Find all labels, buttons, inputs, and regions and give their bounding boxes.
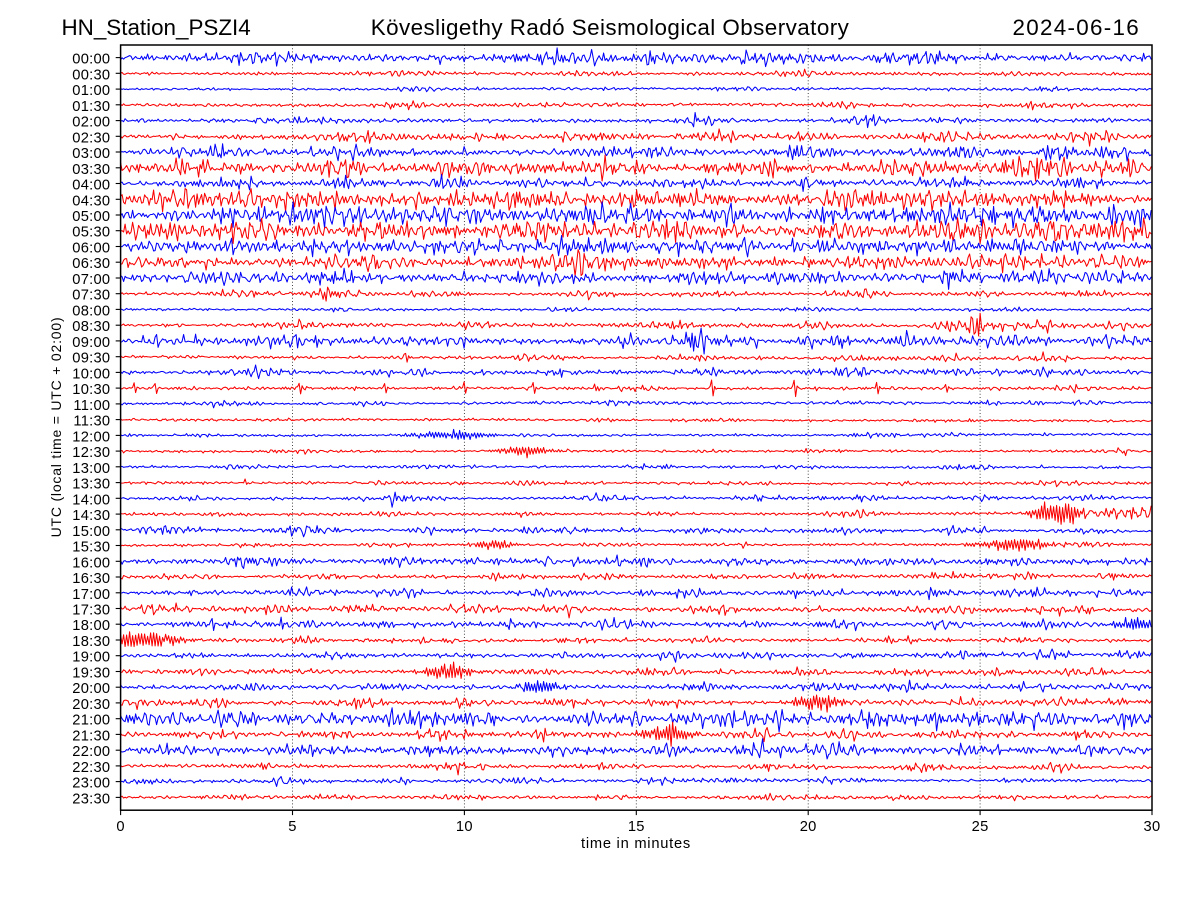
svg-text:12:30: 12:30 — [72, 445, 110, 461]
svg-text:0: 0 — [116, 819, 124, 835]
svg-text:UTC (local time = UTC + 02:00): UTC (local time = UTC + 02:00) — [48, 317, 64, 538]
svg-text:Kövesligethy Radó Seismologica: Kövesligethy Radó Seismological Observat… — [371, 15, 850, 40]
svg-text:10: 10 — [456, 819, 473, 835]
svg-text:07:30: 07:30 — [72, 288, 110, 304]
svg-text:16:00: 16:00 — [72, 555, 110, 571]
svg-text:01:00: 01:00 — [72, 83, 110, 99]
svg-text:30: 30 — [1144, 819, 1161, 835]
svg-text:17:00: 17:00 — [72, 587, 110, 603]
svg-text:20: 20 — [800, 819, 817, 835]
svg-text:5: 5 — [288, 819, 296, 835]
svg-text:22:30: 22:30 — [72, 760, 110, 776]
svg-text:14:30: 14:30 — [72, 508, 110, 524]
svg-text:13:00: 13:00 — [72, 461, 110, 477]
svg-text:12:00: 12:00 — [72, 429, 110, 445]
svg-text:20:30: 20:30 — [72, 697, 110, 713]
svg-text:03:00: 03:00 — [72, 146, 110, 162]
svg-text:06:00: 06:00 — [72, 241, 110, 257]
svg-text:08:30: 08:30 — [72, 319, 110, 335]
svg-text:05:30: 05:30 — [72, 225, 110, 241]
svg-text:04:30: 04:30 — [72, 193, 110, 209]
svg-text:00:00: 00:00 — [72, 52, 110, 68]
svg-text:09:30: 09:30 — [72, 351, 110, 367]
svg-text:05:00: 05:00 — [72, 209, 110, 225]
svg-text:18:00: 18:00 — [72, 618, 110, 634]
svg-text:04:00: 04:00 — [72, 178, 110, 194]
svg-text:2024-06-16: 2024-06-16 — [1012, 15, 1140, 40]
svg-text:16:30: 16:30 — [72, 571, 110, 587]
svg-text:19:30: 19:30 — [72, 666, 110, 682]
svg-text:10:00: 10:00 — [72, 366, 110, 382]
svg-text:10:30: 10:30 — [72, 382, 110, 398]
svg-text:07:00: 07:00 — [72, 272, 110, 288]
svg-text:03:30: 03:30 — [72, 162, 110, 178]
svg-text:HN_Station_PSZI4: HN_Station_PSZI4 — [62, 15, 251, 40]
svg-text:20:00: 20:00 — [72, 681, 110, 697]
svg-text:19:00: 19:00 — [72, 650, 110, 666]
svg-text:15:30: 15:30 — [72, 540, 110, 556]
svg-text:15:00: 15:00 — [72, 524, 110, 540]
svg-text:17:30: 17:30 — [72, 603, 110, 619]
svg-text:14:00: 14:00 — [72, 492, 110, 508]
svg-text:time in minutes: time in minutes — [581, 836, 691, 852]
svg-text:11:00: 11:00 — [73, 398, 110, 414]
svg-text:09:00: 09:00 — [72, 335, 110, 351]
svg-text:08:00: 08:00 — [72, 303, 110, 319]
svg-text:01:30: 01:30 — [72, 99, 110, 115]
svg-text:02:30: 02:30 — [72, 130, 110, 146]
svg-text:02:00: 02:00 — [72, 115, 110, 131]
svg-text:06:30: 06:30 — [72, 256, 110, 272]
svg-text:22:00: 22:00 — [72, 744, 110, 760]
svg-text:13:30: 13:30 — [72, 477, 110, 493]
svg-text:15: 15 — [628, 819, 645, 835]
svg-text:11:30: 11:30 — [73, 414, 110, 430]
svg-text:21:00: 21:00 — [72, 713, 110, 729]
svg-text:23:30: 23:30 — [72, 791, 110, 807]
svg-text:00:30: 00:30 — [72, 67, 110, 83]
svg-text:25: 25 — [972, 819, 989, 835]
svg-text:21:30: 21:30 — [72, 728, 110, 744]
svg-text:23:00: 23:00 — [72, 776, 110, 792]
svg-text:18:30: 18:30 — [72, 634, 110, 650]
